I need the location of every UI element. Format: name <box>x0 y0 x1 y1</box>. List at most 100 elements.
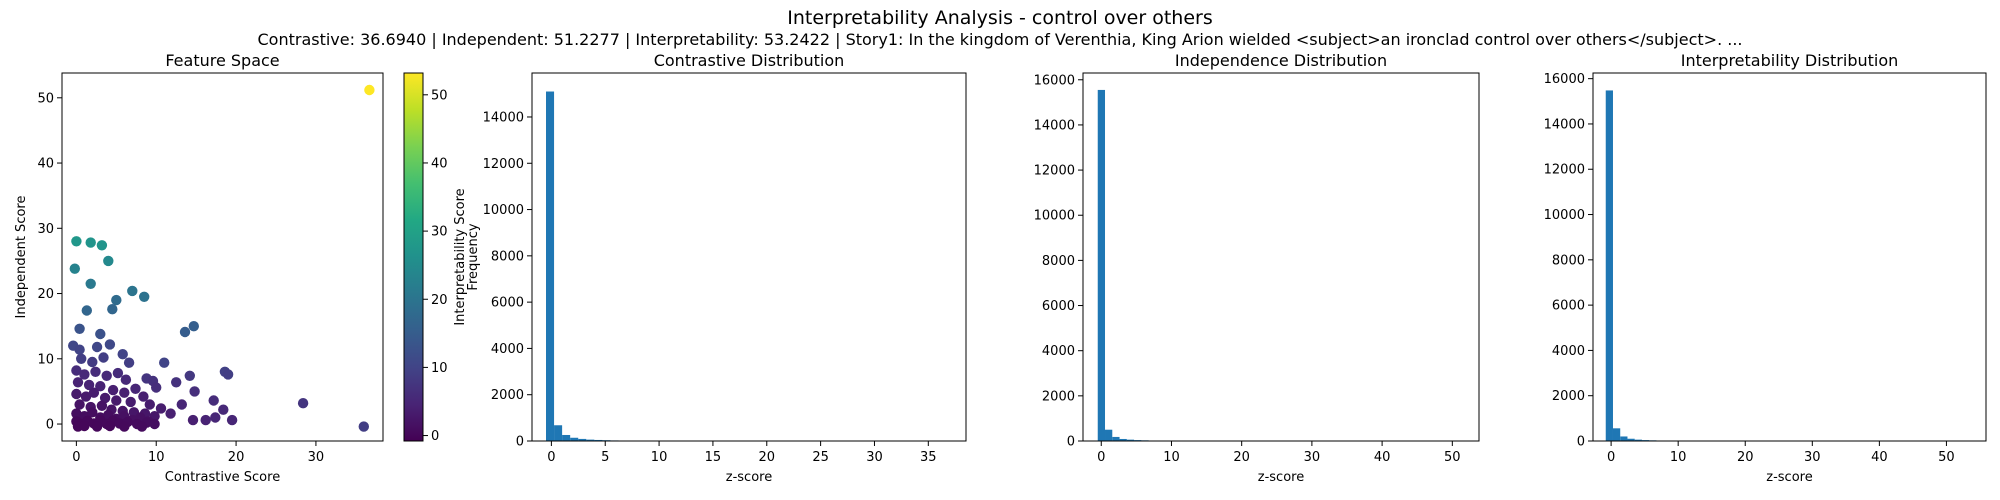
x-tick-label: 0 <box>72 450 80 465</box>
y-tick-label: 0 <box>46 418 54 433</box>
scatter-point <box>101 370 112 381</box>
y-tick-label: 2000 <box>491 388 524 403</box>
x-tick-label: 10 <box>1670 450 1687 465</box>
scatter-point <box>112 367 124 379</box>
x-tick-label: 50 <box>1444 450 1461 465</box>
scatter-point <box>123 357 135 368</box>
x-axis-label: z-score <box>1258 470 1304 485</box>
scatter-point <box>139 291 150 302</box>
scatter-point <box>171 377 182 388</box>
axes-frame <box>1592 72 1987 442</box>
scatter-point <box>99 392 111 404</box>
y-tick-label: 4000 <box>1552 344 1585 359</box>
scatter-point <box>104 420 116 432</box>
scatter-point <box>87 356 98 368</box>
x-tick-label: 20 <box>758 450 775 465</box>
scatter-point <box>120 374 132 385</box>
histogram-bar <box>1627 438 1635 441</box>
scatter-point <box>96 240 108 251</box>
scatter-point <box>76 353 87 364</box>
colorbar-tick-label: 0 <box>431 429 439 444</box>
scatter-point <box>364 84 375 96</box>
x-tick-label: 20 <box>1233 450 1250 465</box>
scatter-point <box>71 408 82 419</box>
x-tick-label: 35 <box>920 450 937 465</box>
axes-title: Interpretability Distribution <box>1681 51 1899 70</box>
axes-frame <box>61 72 384 442</box>
axes-frame <box>1082 72 1480 442</box>
scatter-point <box>103 255 114 267</box>
histogram-bar <box>1620 436 1628 441</box>
scatter-point <box>79 420 90 432</box>
x-tick-label: 30 <box>1304 450 1321 465</box>
y-tick-label: 0 <box>516 435 524 450</box>
scatter-point <box>155 403 167 414</box>
scatter-point <box>159 357 170 368</box>
histogram-bar <box>562 434 571 441</box>
y-tick-label: 4000 <box>1042 344 1075 359</box>
histogram-bar <box>1097 89 1106 442</box>
x-tick-label: 30 <box>866 450 883 465</box>
scatter-point <box>151 382 162 393</box>
x-tick-label: 10 <box>1163 450 1180 465</box>
y-tick-label: 2000 <box>1042 389 1075 404</box>
histogram-bar <box>1126 439 1135 441</box>
y-tick-label: 6000 <box>1552 299 1585 314</box>
scatter-point <box>91 421 103 432</box>
x-tick-label: 0 <box>1607 450 1615 465</box>
x-tick-label: 25 <box>812 450 829 465</box>
colorbar-label: Interpretability Score <box>453 188 468 325</box>
histogram-bar <box>554 425 563 441</box>
scatter-point <box>149 418 160 430</box>
y-tick-label: 14000 <box>1544 117 1585 132</box>
y-tick-label: 12000 <box>483 157 524 172</box>
y-axis-label: Frequency <box>466 223 481 290</box>
scatter-point <box>297 398 309 409</box>
y-tick-label: 10 <box>37 352 54 367</box>
scatter-point <box>111 395 122 406</box>
scatter-point <box>80 391 92 402</box>
scatter-point <box>96 400 108 411</box>
scatter-point <box>184 370 195 381</box>
histogram-bar <box>1105 429 1113 441</box>
scatter-point <box>85 278 96 289</box>
scatter-point <box>222 369 234 380</box>
x-tick-label: 10 <box>148 450 165 465</box>
y-tick-label: 20 <box>37 287 54 302</box>
histogram-bar <box>1605 90 1613 441</box>
x-axis-label: z-score <box>1766 470 1812 485</box>
scatter-point <box>165 408 176 419</box>
scatter-point <box>136 421 148 432</box>
y-tick-label: 50 <box>37 91 54 106</box>
y-tick-label: 16000 <box>1544 72 1585 87</box>
x-tick-label: 40 <box>1374 450 1391 465</box>
x-tick-label: 30 <box>1804 450 1821 465</box>
scatter-point <box>104 339 116 350</box>
x-tick-label: 20 <box>1737 450 1754 465</box>
histogram-bar <box>570 437 579 441</box>
scatter-point <box>210 412 221 423</box>
scatter-point <box>144 399 155 410</box>
scatter-point <box>226 414 238 426</box>
scatter-point <box>127 285 138 297</box>
colorbar-tick-label: 40 <box>431 156 448 171</box>
x-tick-label: 0 <box>547 450 555 465</box>
y-tick-label: 12000 <box>1034 164 1075 179</box>
y-tick-label: 2000 <box>1552 389 1585 404</box>
scatter-point <box>79 369 90 380</box>
y-tick-label: 8000 <box>1552 253 1585 268</box>
colorbar-tick-label: 30 <box>431 225 448 240</box>
scatter-point <box>71 365 82 376</box>
colorbar-tick-label: 10 <box>431 361 448 376</box>
y-tick-label: 6000 <box>1042 299 1075 314</box>
scatter-point <box>107 304 118 315</box>
figure-subtitle: Contrastive: 36.6940 | Independent: 51.2… <box>257 30 1743 49</box>
y-axis-label: Independent Score <box>14 196 29 319</box>
scatter-point <box>107 384 119 396</box>
histogram-bar <box>586 439 595 441</box>
scatter-point <box>87 407 98 418</box>
x-axis-label: z-score <box>726 470 772 485</box>
scatter-point <box>200 414 211 426</box>
scatter-point <box>71 388 82 400</box>
x-tick-label: 50 <box>1938 450 1955 465</box>
